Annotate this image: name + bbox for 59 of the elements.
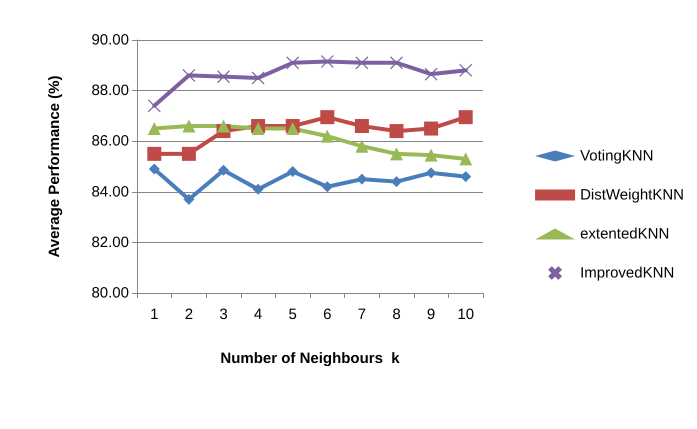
point bbox=[320, 110, 334, 124]
point bbox=[390, 147, 403, 160]
x-tick-label: 2 bbox=[184, 306, 194, 323]
legend-label: VotingKNN bbox=[580, 148, 654, 164]
point bbox=[182, 68, 196, 82]
point bbox=[182, 146, 196, 161]
y-tick-label: 82.00 bbox=[91, 234, 129, 251]
point bbox=[286, 122, 300, 136]
point bbox=[424, 148, 438, 162]
x-tick-label: 3 bbox=[219, 306, 228, 323]
point bbox=[390, 124, 404, 138]
point bbox=[459, 64, 472, 77]
point bbox=[459, 152, 472, 166]
point bbox=[426, 167, 437, 178]
point bbox=[147, 146, 162, 161]
point bbox=[356, 174, 368, 185]
point bbox=[148, 164, 160, 175]
point bbox=[322, 181, 333, 192]
point bbox=[216, 70, 230, 84]
point bbox=[354, 119, 369, 134]
point bbox=[217, 120, 230, 133]
y-tick-label: 80.00 bbox=[91, 284, 129, 302]
point bbox=[218, 164, 229, 176]
point bbox=[458, 110, 473, 124]
point bbox=[424, 122, 438, 136]
point bbox=[320, 130, 334, 143]
x-tick-label: 8 bbox=[392, 306, 401, 323]
point bbox=[183, 194, 194, 205]
point bbox=[355, 56, 368, 70]
point bbox=[287, 166, 298, 178]
point bbox=[460, 171, 472, 182]
legend-label: DistWeightKNN bbox=[580, 186, 684, 204]
x-tick-label: 1 bbox=[150, 306, 158, 323]
point bbox=[320, 54, 334, 68]
y-axis-title: Average Performance (%) bbox=[46, 75, 63, 258]
x-tick-label: 9 bbox=[426, 306, 436, 323]
x-axis-title: Number of Neighbours k bbox=[220, 350, 400, 367]
legend-label: extentedKNN bbox=[580, 226, 670, 242]
x-tick-label: 10 bbox=[457, 306, 474, 323]
point bbox=[390, 56, 404, 70]
point bbox=[424, 68, 438, 81]
legend-label: ImprovedKNN bbox=[580, 264, 674, 282]
y-tick-label: 90.00 bbox=[91, 32, 129, 48]
x-tick-label: 5 bbox=[288, 306, 297, 323]
point bbox=[355, 140, 368, 153]
point bbox=[286, 56, 300, 70]
point bbox=[182, 120, 196, 133]
point bbox=[252, 71, 265, 85]
point bbox=[252, 122, 265, 136]
point bbox=[148, 122, 161, 136]
x-tick-label: 4 bbox=[254, 306, 262, 323]
y-tick-label: 88.00 bbox=[91, 82, 129, 100]
point bbox=[391, 176, 402, 188]
point bbox=[252, 184, 264, 195]
y-tick-label: 84.00 bbox=[91, 183, 129, 200]
point bbox=[148, 99, 161, 112]
y-tick-label: 86.00 bbox=[91, 132, 129, 150]
x-tick-label: 7 bbox=[358, 306, 366, 323]
x-tick-label: 6 bbox=[323, 306, 332, 323]
